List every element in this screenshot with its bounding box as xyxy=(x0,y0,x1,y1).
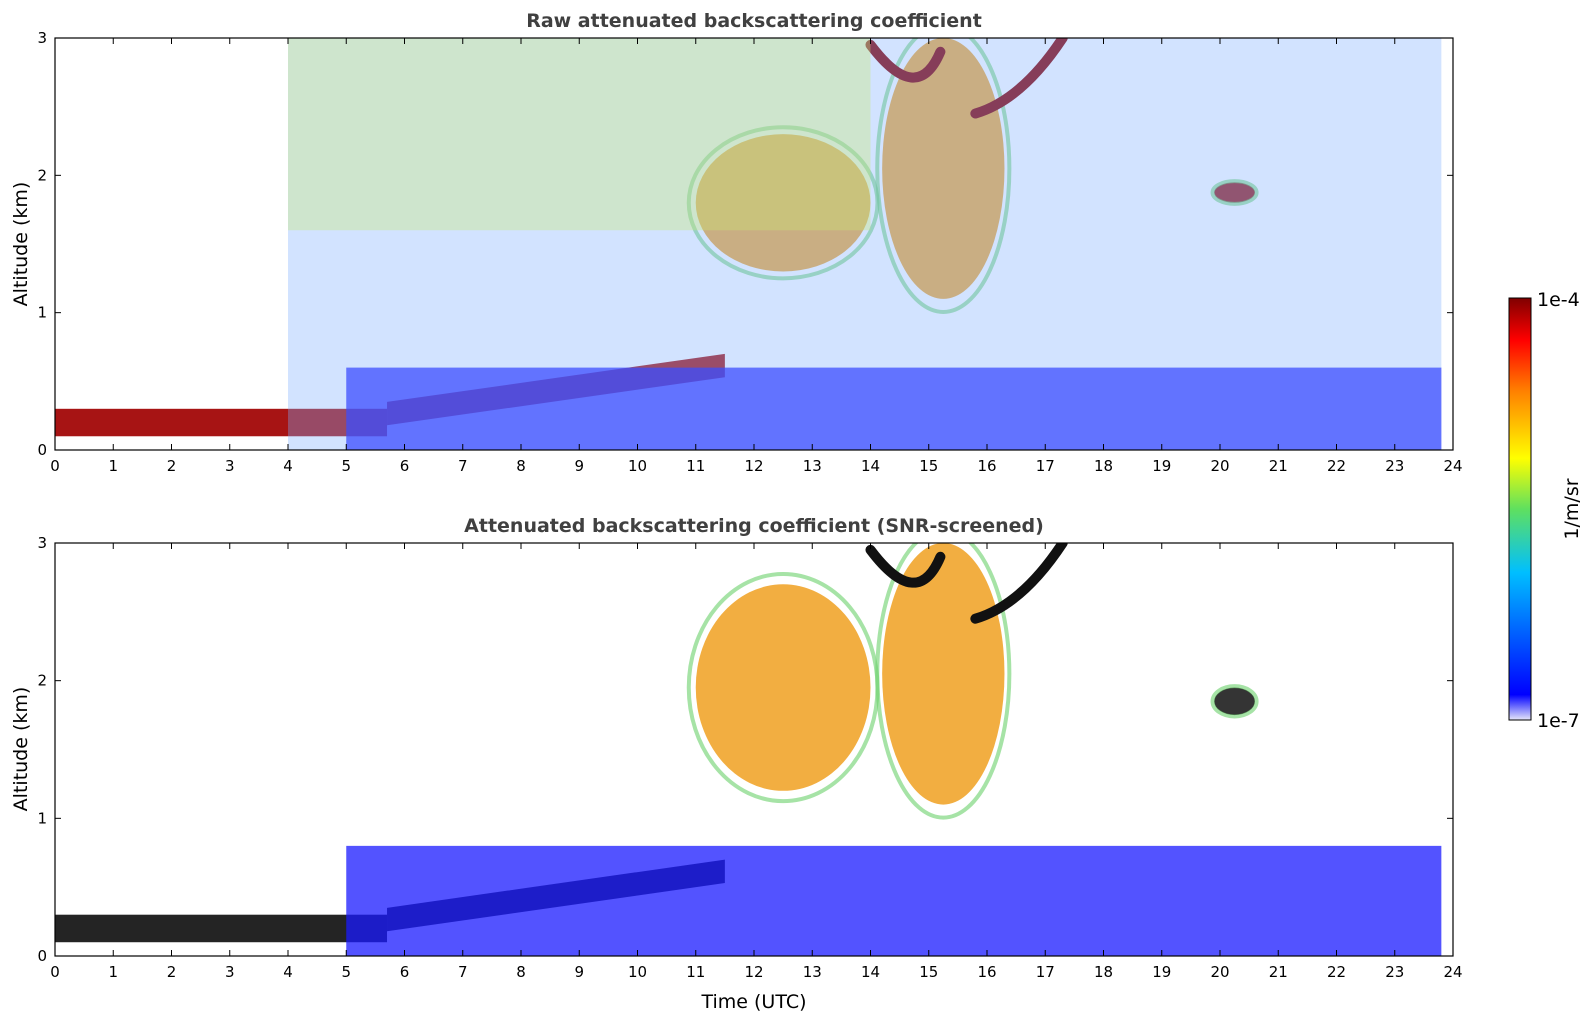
feature-cloud xyxy=(695,584,871,791)
x-tick-label: 9 xyxy=(574,963,584,981)
x-tick-label: 11 xyxy=(686,963,705,981)
panel-raw: Raw attenuated backscattering coefficien… xyxy=(10,10,1463,475)
x-tick-label: 7 xyxy=(458,963,468,981)
x-tick-label: 22 xyxy=(1327,457,1346,475)
y-tick-label: 0 xyxy=(37,947,47,965)
x-tick-label: 4 xyxy=(283,963,293,981)
x-tick-label: 3 xyxy=(225,457,235,475)
x-tick-label: 18 xyxy=(1094,963,1113,981)
feature-cloud-patch-edge xyxy=(1210,179,1259,206)
x-tick-label: 10 xyxy=(628,457,647,475)
feature-cloud xyxy=(695,134,871,272)
feature-near-surface-layer xyxy=(346,845,1442,956)
colorbar-gradient xyxy=(1508,297,1532,721)
x-tick-label: 0 xyxy=(50,963,60,981)
feature-cloud xyxy=(882,543,1005,805)
x-tick-label: 3 xyxy=(225,963,235,981)
feature-cloud xyxy=(882,38,1005,299)
panel-screened-heatmap xyxy=(55,543,1442,956)
x-tick-label: 23 xyxy=(1385,457,1404,475)
feature-cloud-patch-edge xyxy=(1210,684,1259,719)
x-tick-label: 17 xyxy=(1036,457,1055,475)
x-tick-label: 1 xyxy=(108,457,118,475)
panel-raw-heatmap xyxy=(55,38,1442,450)
colorbar-max-label: 1e-4 xyxy=(1537,289,1580,311)
x-tick-label: 16 xyxy=(977,963,996,981)
colorbar-unit-label: 1/m/sr xyxy=(1561,478,1583,539)
feature-near-surface-layer xyxy=(346,367,1442,450)
x-tick-label: 13 xyxy=(803,963,822,981)
x-tick-label: 19 xyxy=(1152,457,1171,475)
x-tick-label: 21 xyxy=(1269,457,1288,475)
x-tick-label: 20 xyxy=(1210,963,1229,981)
colorbar: 1e-4 1e-7 1/m/sr xyxy=(1508,289,1583,732)
x-tick-label: 24 xyxy=(1443,963,1462,981)
panel-screened-x-label: Time (UTC) xyxy=(700,991,806,1013)
x-tick-label: 17 xyxy=(1036,963,1055,981)
x-tick-label: 15 xyxy=(919,963,938,981)
x-tick-label: 1 xyxy=(108,963,118,981)
x-tick-label: 4 xyxy=(283,457,293,475)
x-tick-label: 18 xyxy=(1094,457,1113,475)
feature-cloud-top-edge xyxy=(865,38,1068,119)
x-tick-label: 2 xyxy=(167,457,177,475)
y-tick-label: 3 xyxy=(37,534,47,552)
x-tick-label: 6 xyxy=(400,963,410,981)
x-tick-label: 2 xyxy=(167,963,177,981)
feature-boundary-layer-band xyxy=(55,408,388,437)
y-tick-label: 2 xyxy=(37,672,47,690)
x-tick-label: 22 xyxy=(1327,963,1346,981)
x-tick-label: 21 xyxy=(1269,963,1288,981)
x-tick-label: 11 xyxy=(686,457,705,475)
y-tick-label: 0 xyxy=(37,441,47,459)
colorbar-min-label: 1e-7 xyxy=(1537,710,1580,732)
x-tick-label: 12 xyxy=(744,457,763,475)
panel-raw-y-label: Altitude (km) xyxy=(10,182,32,307)
x-tick-label: 8 xyxy=(516,457,526,475)
y-tick-label: 3 xyxy=(37,29,47,47)
x-tick-label: 15 xyxy=(919,457,938,475)
x-tick-label: 0 xyxy=(50,457,60,475)
feature-cloud-edge xyxy=(875,543,1012,820)
x-tick-label: 9 xyxy=(574,457,584,475)
feature-cloud-edge xyxy=(875,38,1012,314)
feature-boundary-layer-band xyxy=(55,914,388,943)
x-tick-label: 23 xyxy=(1385,963,1404,981)
feature-noise-field xyxy=(288,38,1442,450)
panel-screened-y-axis: 0 1 2 3 xyxy=(37,534,1453,965)
x-tick-label: 5 xyxy=(341,963,351,981)
x-tick-label: 14 xyxy=(861,963,880,981)
x-tick-label: 5 xyxy=(341,457,351,475)
panel-screened-y-label: Altitude (km) xyxy=(10,687,32,812)
x-tick-label: 14 xyxy=(861,457,880,475)
panel-screened-x-axis: 0 1 2 3 4 5 6 7 8 9 10 11 12 13 14 15 16 17 18 19 20 21 22 23 24 xyxy=(50,543,1463,981)
x-tick-label: 16 xyxy=(977,457,996,475)
panel-raw-x-axis: 0 1 2 3 4 5 6 7 8 9 10 11 12 13 14 15 16 17 18 19 20 21 22 23 24 xyxy=(50,38,1463,475)
panel-raw-y-axis: 0 1 2 3 xyxy=(37,29,1453,459)
x-tick-label: 24 xyxy=(1443,457,1462,475)
y-tick-label: 1 xyxy=(37,304,47,322)
y-tick-label: 2 xyxy=(37,166,47,184)
feature-noise-field-upper xyxy=(288,38,871,231)
x-tick-label: 20 xyxy=(1210,457,1229,475)
panel-screened-title: Attenuated backscattering coefficient (S… xyxy=(464,515,1044,537)
x-tick-label: 8 xyxy=(516,963,526,981)
x-tick-label: 7 xyxy=(458,457,468,475)
feature-cloud-patch xyxy=(1214,687,1255,716)
panel-raw-title: Raw attenuated backscattering coefficien… xyxy=(526,10,982,32)
panel-screened: Attenuated backscattering coefficient (S… xyxy=(10,515,1463,1013)
x-tick-label: 19 xyxy=(1152,963,1171,981)
feature-cloud-top-edge xyxy=(865,543,1068,624)
x-tick-label: 13 xyxy=(803,457,822,475)
x-tick-label: 10 xyxy=(628,963,647,981)
feature-cloud-patch xyxy=(1214,182,1255,203)
y-tick-label: 1 xyxy=(37,809,47,827)
x-tick-label: 12 xyxy=(744,963,763,981)
x-tick-label: 6 xyxy=(400,457,410,475)
